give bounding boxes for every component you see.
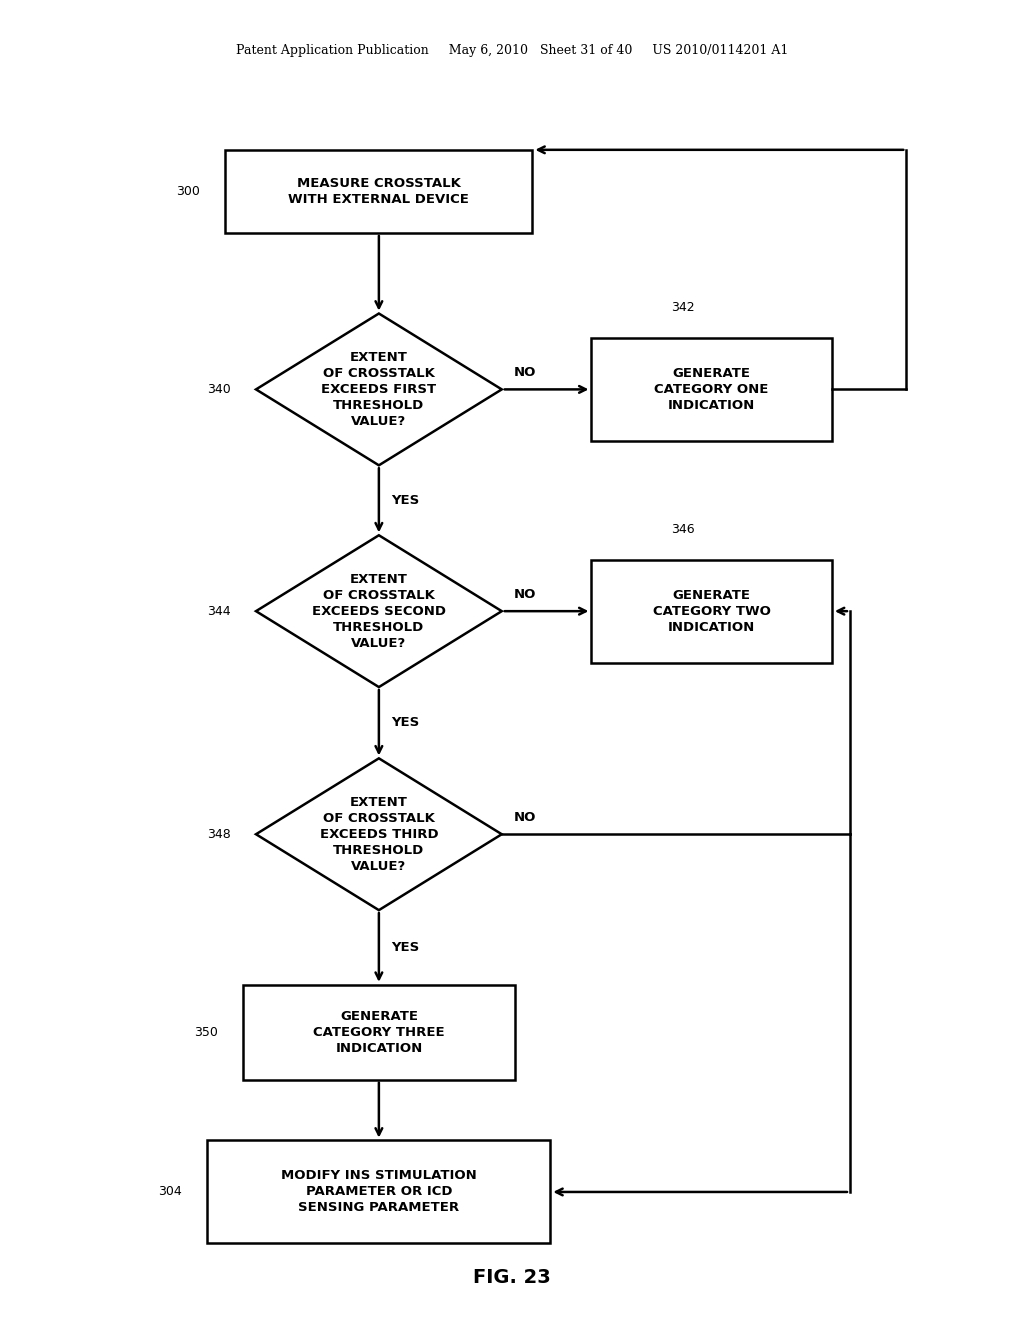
Text: GENERATE
CATEGORY ONE
INDICATION: GENERATE CATEGORY ONE INDICATION	[654, 367, 769, 412]
Text: 300: 300	[176, 185, 200, 198]
Polygon shape	[256, 536, 502, 686]
FancyBboxPatch shape	[244, 985, 514, 1080]
Text: 342: 342	[671, 301, 694, 314]
FancyBboxPatch shape	[207, 1140, 551, 1243]
Text: EXTENT
OF CROSSTALK
EXCEEDS FIRST
THRESHOLD
VALUE?: EXTENT OF CROSSTALK EXCEEDS FIRST THRESH…	[322, 351, 436, 428]
Text: YES: YES	[391, 494, 420, 507]
Text: NO: NO	[514, 587, 537, 601]
Polygon shape	[256, 314, 502, 466]
Text: Patent Application Publication     May 6, 2010   Sheet 31 of 40     US 2010/0114: Patent Application Publication May 6, 20…	[236, 44, 788, 57]
Text: 344: 344	[207, 605, 230, 618]
FancyBboxPatch shape	[591, 560, 831, 663]
Text: NO: NO	[514, 810, 537, 824]
Text: MEASURE CROSSTALK
WITH EXTERNAL DEVICE: MEASURE CROSSTALK WITH EXTERNAL DEVICE	[289, 177, 469, 206]
Text: 350: 350	[194, 1026, 217, 1039]
Text: 348: 348	[207, 828, 230, 841]
Text: FIG. 23: FIG. 23	[473, 1269, 551, 1287]
Text: MODIFY INS STIMULATION
PARAMETER OR ICD
SENSING PARAMETER: MODIFY INS STIMULATION PARAMETER OR ICD …	[281, 1170, 477, 1214]
Text: GENERATE
CATEGORY TWO
INDICATION: GENERATE CATEGORY TWO INDICATION	[652, 589, 771, 634]
Text: 340: 340	[207, 383, 230, 396]
FancyBboxPatch shape	[225, 149, 532, 232]
Text: GENERATE
CATEGORY THREE
INDICATION: GENERATE CATEGORY THREE INDICATION	[313, 1010, 444, 1055]
Text: 346: 346	[671, 523, 694, 536]
Text: 304: 304	[158, 1185, 182, 1199]
Text: YES: YES	[391, 941, 420, 954]
Text: EXTENT
OF CROSSTALK
EXCEEDS THIRD
THRESHOLD
VALUE?: EXTENT OF CROSSTALK EXCEEDS THIRD THRESH…	[319, 796, 438, 873]
Text: NO: NO	[514, 366, 537, 379]
Polygon shape	[256, 758, 502, 911]
Text: EXTENT
OF CROSSTALK
EXCEEDS SECOND
THRESHOLD
VALUE?: EXTENT OF CROSSTALK EXCEEDS SECOND THRES…	[312, 573, 445, 649]
FancyBboxPatch shape	[591, 338, 831, 441]
Text: YES: YES	[391, 717, 420, 729]
